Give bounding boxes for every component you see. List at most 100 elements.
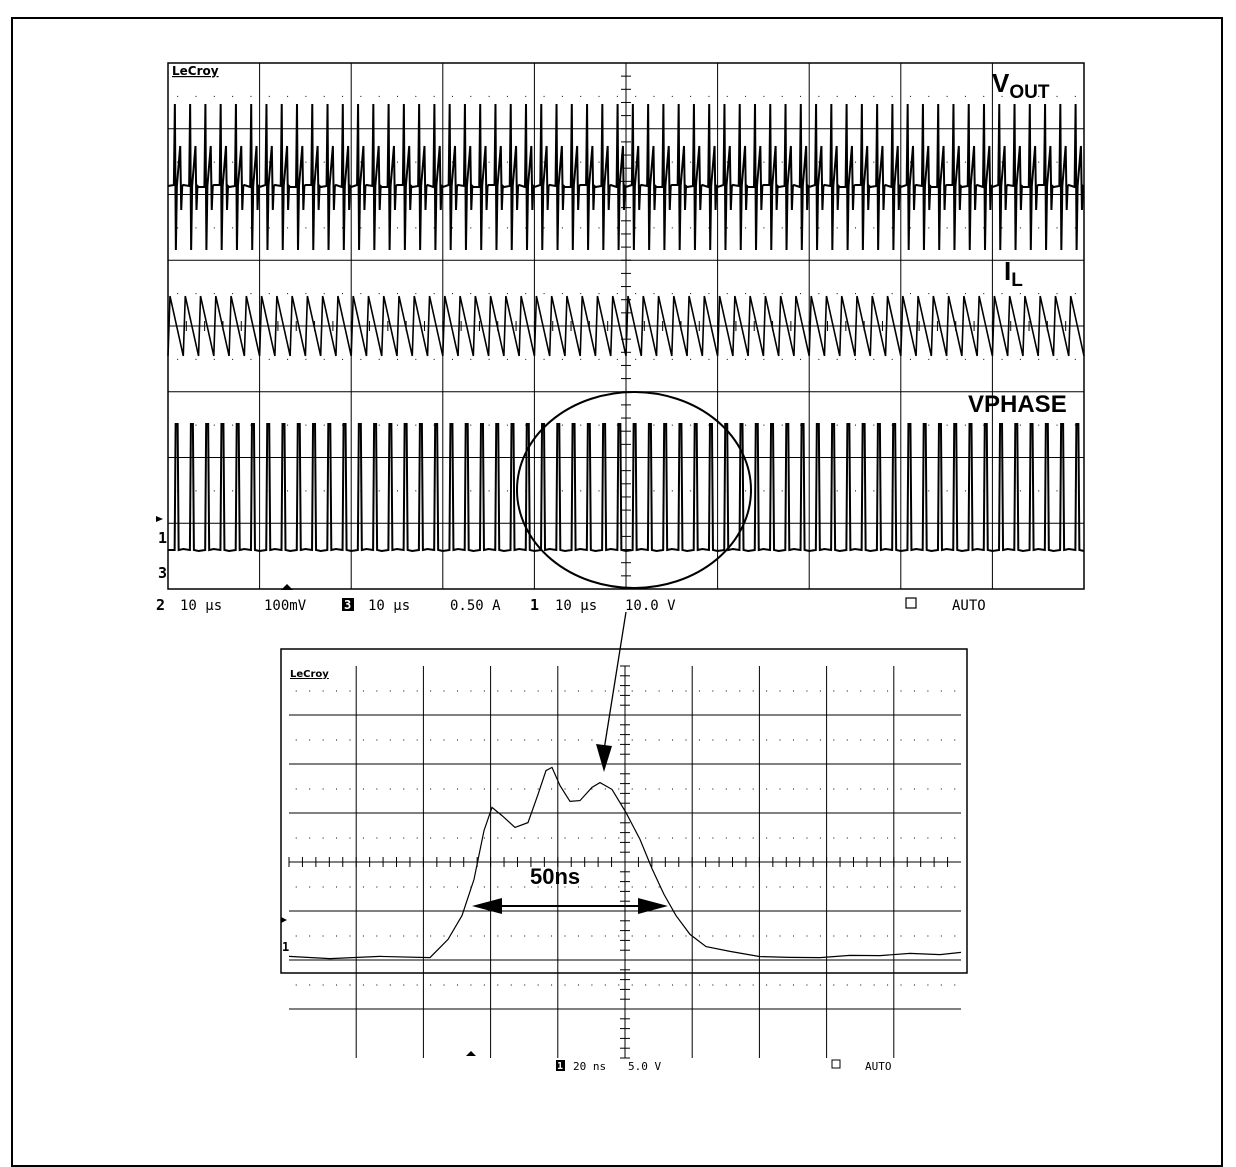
top-grid-dot <box>909 161 911 163</box>
bottom-grid-dot <box>766 935 768 937</box>
top-grid-dot <box>671 293 673 295</box>
bottom-grid-dot <box>389 935 391 937</box>
top-grid-dot <box>836 490 838 492</box>
bottom-grid-dot <box>846 837 848 839</box>
bottom-grid-dot <box>430 690 432 692</box>
bottom-grid-dot <box>645 935 647 937</box>
top-grid-dot <box>506 490 508 492</box>
bottom-grid-dot <box>658 788 660 790</box>
top-grid-dot <box>250 227 252 229</box>
bottom-grid-dot <box>698 739 700 741</box>
bottom-grid-dot <box>376 837 378 839</box>
bottom-grid-dot <box>604 935 606 937</box>
bottom-grid-dot <box>510 886 512 888</box>
bottom-grid-dot <box>940 690 942 692</box>
top-grid-dot <box>232 95 234 97</box>
bottom-grid-dot <box>806 739 808 741</box>
bottom-grid-dot <box>524 935 526 937</box>
bottom-grid-dot <box>336 788 338 790</box>
top-grid-dot <box>928 227 930 229</box>
bottom-grid-dot <box>618 788 620 790</box>
bottom-grid-dot <box>551 690 553 692</box>
bottom-channel-1-arrow <box>281 917 287 923</box>
top-grid-dot <box>635 293 637 295</box>
top-grid-dot <box>1019 424 1021 426</box>
top-grid-dot <box>946 161 948 163</box>
top-grid-dot <box>232 490 234 492</box>
top-grid-dot <box>690 95 692 97</box>
top-grid-dot <box>1056 95 1058 97</box>
top-grid-dot <box>580 293 582 295</box>
top-grid-dot <box>305 293 307 295</box>
bottom-grid-dot <box>793 886 794 888</box>
bottom-grid-dot <box>376 690 378 692</box>
top-grid-dot <box>671 161 673 163</box>
bottom-grid-dot <box>389 690 391 692</box>
top-grid-dot <box>323 161 325 163</box>
top-grid-dot <box>616 358 618 360</box>
bottom-grid-dot <box>430 886 432 888</box>
top-grid-dot <box>378 95 380 97</box>
bottom-grid-dot <box>887 984 889 986</box>
channel-marker-3: 3 <box>158 564 167 582</box>
status-ch3-scale: 0.50 A <box>450 598 501 614</box>
bottom-grid-dot <box>846 690 848 692</box>
bottom-grid-dot <box>416 837 418 839</box>
bottom-grid-dot <box>564 984 566 986</box>
top-grid-dot <box>580 424 582 426</box>
bottom-grid-dot <box>537 690 539 692</box>
top-grid-dot <box>397 490 398 492</box>
top-grid-dot <box>671 490 673 492</box>
bottom-grid-dot <box>685 984 687 986</box>
top-grid-dot <box>635 358 637 360</box>
bottom-grid-dot <box>577 690 579 692</box>
top-grid-dot <box>488 358 490 360</box>
top-grid-dot <box>287 358 289 360</box>
bottom-grid-dot <box>860 690 862 692</box>
bottom-grid-dot <box>457 739 458 741</box>
bottom-grid-dot <box>725 788 727 790</box>
bottom-grid-dot <box>295 690 297 692</box>
top-grid-dot <box>909 95 911 97</box>
bottom-grid-dot <box>685 788 687 790</box>
bottom-grid-dot <box>927 984 929 986</box>
bottom-grid-dot <box>860 935 862 937</box>
bottom-grid-dot <box>779 984 781 986</box>
top-grid-dot <box>323 490 325 492</box>
bottom-grid-dot <box>658 886 660 888</box>
bottom-grid-dot <box>510 984 512 986</box>
bottom-grid-dot <box>443 837 445 839</box>
top-grid-dot <box>433 95 435 97</box>
top-grid-dot <box>726 293 728 295</box>
top-grid-dot <box>561 358 563 360</box>
bottom-grid-dot <box>739 935 741 937</box>
top-grid-dot <box>690 490 692 492</box>
top-grid-dot <box>598 293 600 295</box>
top-grid-dot <box>708 95 710 97</box>
bottom-grid-dot <box>443 886 445 888</box>
bottom-grid-dot <box>752 886 754 888</box>
bottom-grid-dot <box>658 739 660 741</box>
bottom-grid-dot <box>604 984 606 986</box>
bottom-grid-dot <box>954 984 956 986</box>
bottom-grid-dot <box>295 984 297 986</box>
status-ch1-num: 1 <box>530 596 539 614</box>
bottom-grid-dot <box>362 935 364 937</box>
bottom-grid-dot <box>631 837 633 839</box>
bottom-grid-dot <box>940 935 942 937</box>
top-grid-dot <box>671 424 673 426</box>
top-grid-dot <box>781 358 783 360</box>
bottom-grid-dot <box>349 886 351 888</box>
top-grid-dot <box>818 227 820 229</box>
top-grid-dot <box>213 161 215 163</box>
bottom-grid-dot <box>497 739 499 741</box>
bottom-grid-dot <box>416 788 418 790</box>
top-grid-dot <box>397 227 398 229</box>
bottom-grid-dot <box>833 935 835 937</box>
bottom-grid-dot <box>604 886 606 888</box>
bottom-grid-dot <box>739 690 741 692</box>
bottom-grid-dot <box>537 984 539 986</box>
bottom-grid-dot <box>416 739 418 741</box>
bottom-grid-dot <box>806 837 808 839</box>
bottom-grid-dot <box>645 837 647 839</box>
